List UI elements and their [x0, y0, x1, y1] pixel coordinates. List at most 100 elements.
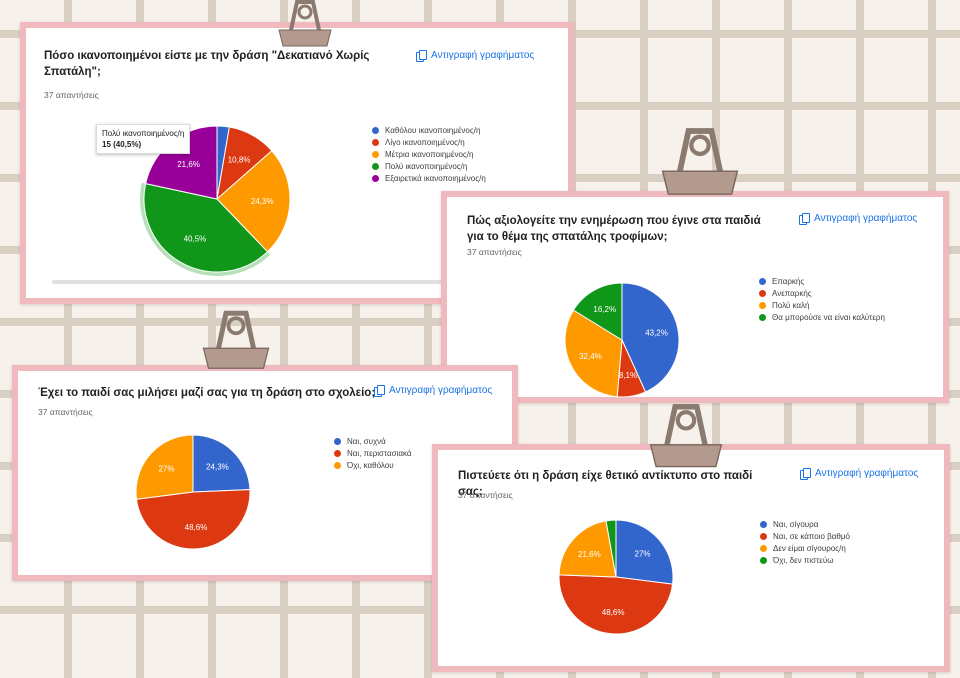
pie-slice[interactable]	[135, 434, 194, 500]
copy-chart-button[interactable]: Αντιγραφή γραφήματος	[799, 213, 918, 225]
legend-item[interactable]: Επαρκής	[759, 275, 885, 287]
response-count: 37 απαντήσεις	[44, 90, 99, 100]
chart-card-satisfaction: Πόσο ικανοποιημένοι είστε με την δράση "…	[20, 22, 574, 304]
legend-swatch	[760, 556, 767, 564]
pie-chart[interactable]: 43,2% 8,1% 32,4% 16,2%	[564, 282, 680, 398]
pie-slice[interactable]	[192, 434, 251, 493]
legend-label: Μέτρια ικανοποιημένος/η	[385, 149, 474, 159]
copy-icon	[374, 385, 385, 397]
binder-clip-icon	[278, 0, 332, 47]
slice-data-label: 10,8%	[228, 155, 251, 164]
slice-data-label: 48,6%	[185, 523, 208, 532]
copy-chart-label: Αντιγραφή γραφήματος	[814, 213, 918, 224]
slice-data-label: 16,2%	[593, 305, 616, 314]
legend-item[interactable]: Ανεπαρκής	[759, 287, 885, 299]
copy-chart-label: Αντιγραφή γραφήματος	[389, 385, 493, 396]
legend-swatch	[334, 449, 341, 457]
chart-title: Πώς αξιολογείτε την ενημέρωση που έγινε …	[467, 215, 761, 243]
tooltip-label: Πολύ ικανοποιημένος/η	[102, 129, 185, 138]
legend-item[interactable]: Όχι, καθόλου	[334, 459, 412, 471]
legend-swatch	[760, 532, 767, 540]
slice-data-label: 21,6%	[177, 160, 200, 169]
legend-swatch	[334, 437, 341, 445]
legend-swatch	[760, 544, 767, 552]
legend-label: Δεν είμαι σίγουρος/η	[773, 543, 846, 553]
pie-chart[interactable]: 10,8% 24,3% 40,5% 21,6%	[140, 125, 291, 276]
binder-clip-icon	[649, 404, 723, 468]
legend-label: Όχι, καθόλου	[347, 460, 394, 470]
legend-label: Θα μπορούσε να είναι καλύτερη	[772, 312, 885, 322]
copy-chart-button[interactable]: Αντιγραφή γραφήματος	[800, 468, 919, 480]
chart-card-impact: Πιστεύετε ότι η δράση είχε θετικό αντίκτ…	[432, 444, 950, 672]
legend-item[interactable]: Ναι, σίγουρα	[760, 518, 850, 530]
pie-slice[interactable]	[558, 574, 674, 635]
copy-icon	[416, 50, 427, 62]
legend-item[interactable]: Ναι, σε κάποιο βαθμό	[760, 530, 850, 542]
pie-slice[interactable]	[558, 520, 617, 578]
legend-item[interactable]: Πολύ καλή	[759, 299, 885, 311]
copy-chart-button[interactable]: Αντιγραφή γραφήματος	[374, 385, 493, 397]
legend-item[interactable]: Ναι, περιστασιακά	[334, 447, 412, 459]
legend-label: Επαρκής	[772, 276, 805, 286]
legend-swatch	[759, 313, 766, 321]
pie-slice[interactable]	[621, 282, 680, 393]
binder-clip-icon	[661, 128, 739, 195]
legend-item[interactable]: Πολύ ικανοποιημένος/η	[372, 160, 486, 172]
chart-title: Πιστεύετε ότι η δράση είχε θετικό αντίκτ…	[458, 470, 753, 498]
legend-label: Ανεπαρκής	[772, 288, 812, 298]
chart-title: Πόσο ικανοποιημένοι είστε με την δράση "…	[44, 50, 370, 78]
legend-item[interactable]: Μέτρια ικανοποιημένος/η	[372, 148, 486, 160]
legend-label: Ναι, σίγουρα	[773, 519, 819, 529]
legend-item[interactable]: Δεν είμαι σίγουρος/η	[760, 542, 850, 554]
response-count: 37 απαντήσεις	[458, 490, 513, 500]
legend-swatch	[759, 277, 766, 285]
pie-slice[interactable]	[605, 519, 617, 578]
binder-clip-icon	[202, 310, 270, 369]
pie-slice[interactable]	[143, 183, 269, 273]
legend-label: Καθόλου ικανοποιημένος/η	[385, 125, 481, 135]
pie-slice[interactable]	[572, 282, 623, 341]
response-count: 37 απαντήσεις	[467, 247, 522, 257]
response-count: 37 απαντήσεις	[38, 407, 93, 417]
horizontal-scrollbar[interactable]	[52, 280, 472, 284]
legend-item[interactable]: Εξαιρετικά ικανοποιημένος/η	[372, 172, 486, 184]
chart-legend: Επαρκής Ανεπαρκής Πολύ καλή Θα μπορούσε να …	[759, 275, 885, 323]
chart-legend: Ναι, σίγουρα Ναι, σε κάποιο βαθμό Δεν είμα…	[760, 518, 850, 566]
legend-swatch	[372, 174, 379, 182]
legend-label: Ναι, σε κάποιο βαθμό	[773, 531, 850, 541]
legend-item[interactable]: Θα μπορούσε να είναι καλύτερη	[759, 311, 885, 323]
slice-data-label: 27%	[158, 465, 174, 474]
pie-chart[interactable]: 27% 48,6% 21,6%	[558, 519, 674, 635]
legend-label: Πολύ καλή	[772, 300, 810, 310]
legend-label: Λίγο ικανοποιημένος/η	[385, 137, 465, 147]
legend-label: Εξαιρετικά ικανοποιημένος/η	[385, 173, 486, 183]
legend-item[interactable]: Όχι, δεν πιστεύω	[760, 554, 850, 566]
slice-data-label: 43,2%	[645, 329, 668, 338]
copy-chart-label: Αντιγραφή γραφήματος	[431, 50, 535, 61]
slice-data-label: 24,3%	[206, 462, 229, 471]
chart-tooltip: Πολύ ικανοποιημένος/η 15 (40,5%)	[96, 124, 191, 154]
tooltip-value: 15 (40,5%)	[102, 140, 142, 149]
slice-data-label: 40,5%	[184, 235, 207, 244]
copy-chart-label: Αντιγραφή γραφήματος	[815, 468, 919, 479]
slice-data-label: 32,4%	[579, 352, 602, 361]
legend-swatch	[759, 301, 766, 309]
slice-data-label: 21,6%	[578, 550, 601, 559]
pie-slice[interactable]	[135, 489, 251, 550]
legend-item[interactable]: Λίγο ικανοποιημένος/η	[372, 136, 486, 148]
legend-label: Όχι, δεν πιστεύω	[773, 555, 834, 565]
legend-item[interactable]: Ναι, συχνά	[334, 435, 412, 447]
legend-item[interactable]: Καθόλου ικανοποιημένος/η	[372, 124, 486, 136]
pie-slice[interactable]	[615, 519, 674, 585]
legend-swatch	[372, 138, 379, 146]
legend-swatch	[372, 126, 379, 134]
legend-label: Ναι, περιστασιακά	[347, 448, 412, 458]
pie-chart[interactable]: 24,3% 48,6% 27%	[135, 434, 251, 550]
slice-data-label: 8,1%	[619, 371, 637, 380]
chart-legend: Ναι, συχνά Ναι, περιστασιακά Όχι, καθόλου	[334, 435, 412, 471]
slice-data-label: 24,3%	[251, 197, 274, 206]
legend-swatch	[334, 461, 341, 469]
pie-slice[interactable]	[216, 150, 291, 253]
chart-card-information: Πώς αξιολογείτε την ενημέρωση που έγινε …	[441, 191, 949, 403]
copy-chart-button[interactable]: Αντιγραφή γραφήματος	[416, 50, 535, 62]
